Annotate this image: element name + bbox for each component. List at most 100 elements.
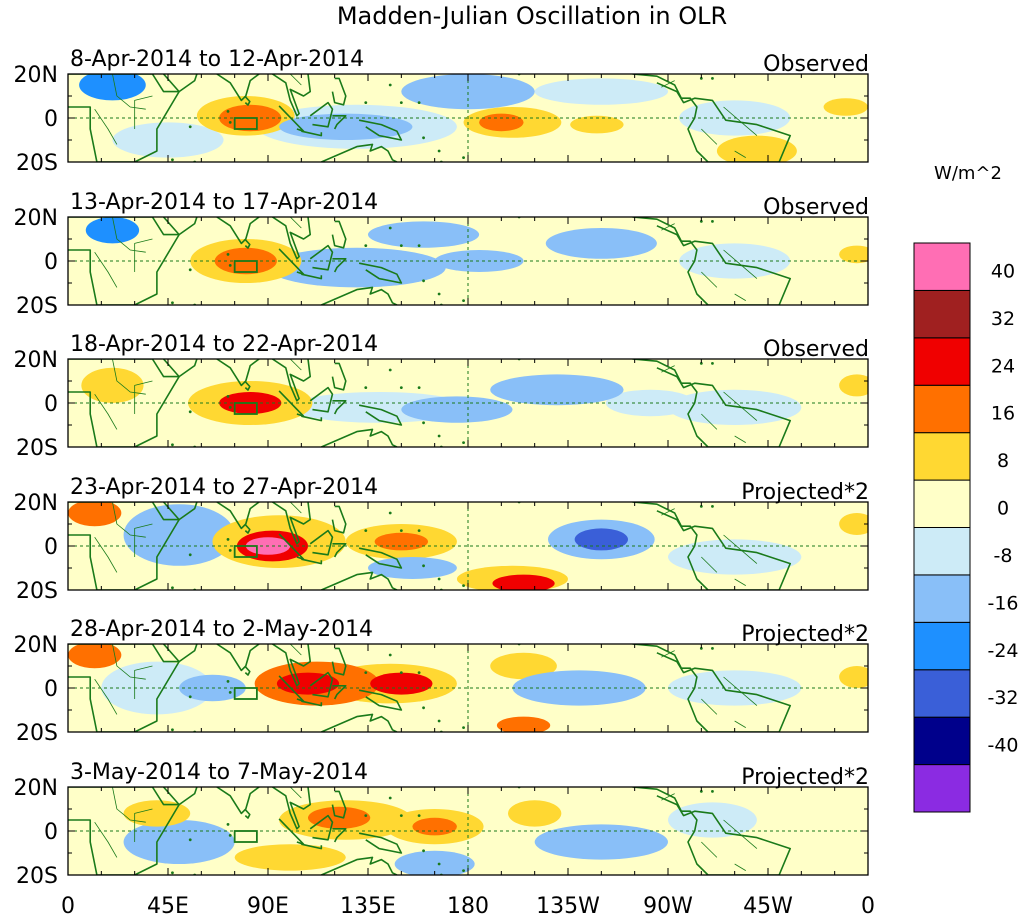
anomaly-patch xyxy=(534,824,668,860)
island xyxy=(388,511,392,515)
country-border xyxy=(94,393,118,430)
coastline xyxy=(358,119,403,141)
panel-2: 20N 0 20S 13-Apr-2014 to 17-Apr-2014 Observe… xyxy=(14,190,869,319)
island xyxy=(417,814,421,817)
colorbar-swatch xyxy=(913,289,971,339)
panels: 20N 0 20S 8-Apr-2014 to 12-Apr-2014 Observed… xyxy=(14,47,869,889)
anomaly-patch xyxy=(839,374,868,397)
country-border xyxy=(112,644,146,680)
country-border xyxy=(661,793,675,801)
island xyxy=(437,292,441,296)
anomaly-patch xyxy=(496,716,551,732)
country-border xyxy=(134,95,153,129)
island xyxy=(711,220,714,223)
coastline xyxy=(331,77,347,106)
island xyxy=(437,577,441,581)
island xyxy=(462,299,465,302)
coastlines xyxy=(68,787,792,875)
island xyxy=(388,796,392,800)
anomaly-patch xyxy=(508,800,562,827)
anomaly-patch xyxy=(85,217,140,244)
island xyxy=(699,790,703,793)
coastline xyxy=(301,130,323,137)
coastline xyxy=(309,529,334,556)
panel-type: Projected*2 xyxy=(741,765,869,790)
coastline xyxy=(358,262,403,284)
country-border xyxy=(701,128,718,145)
panel-type: Observed xyxy=(763,52,869,77)
colorbar-swatch xyxy=(913,621,971,671)
island xyxy=(422,564,425,568)
anomaly-patch xyxy=(479,113,524,132)
island xyxy=(171,728,174,732)
x-tick-label: 90E xyxy=(247,894,289,919)
x-tick-label: 135W xyxy=(536,894,600,919)
island xyxy=(188,838,192,842)
anomaly-patch xyxy=(101,661,213,715)
coastline xyxy=(632,359,792,447)
colorbar-level-label: 32 xyxy=(991,308,1015,330)
country-border xyxy=(94,678,118,715)
anomaly-patch xyxy=(234,844,346,871)
colorbar-swatch xyxy=(913,242,971,291)
colorbar-level-label: -24 xyxy=(987,640,1018,662)
coastline xyxy=(321,856,398,875)
y-tick-label: 0 xyxy=(44,107,58,132)
coastline xyxy=(162,787,198,806)
island xyxy=(417,101,421,104)
coastline xyxy=(162,359,198,378)
coastline xyxy=(358,404,403,426)
coastline xyxy=(301,558,323,565)
island xyxy=(711,77,714,80)
anomaly-patch xyxy=(68,502,122,527)
island xyxy=(399,101,403,104)
anomaly-patch xyxy=(668,802,757,838)
coastline xyxy=(272,74,312,117)
country-border xyxy=(289,502,302,514)
coastline xyxy=(301,415,323,422)
island xyxy=(228,834,232,837)
coastline xyxy=(331,505,347,534)
y-tick-label: 0 xyxy=(44,392,58,417)
country-border xyxy=(134,808,153,842)
anomaly-patch xyxy=(839,245,868,264)
anomaly-patch xyxy=(81,367,144,403)
coastline xyxy=(216,644,260,672)
coastline xyxy=(272,644,312,687)
island xyxy=(437,434,441,438)
island xyxy=(226,110,230,113)
coastline xyxy=(216,359,260,387)
island xyxy=(399,671,403,674)
country-border xyxy=(723,819,758,849)
coastline xyxy=(321,286,398,305)
box-region xyxy=(233,545,258,558)
anomaly-patch xyxy=(839,513,868,535)
panel-type: Projected*2 xyxy=(741,622,869,647)
x-tick-label: 45W xyxy=(743,894,793,919)
island xyxy=(399,244,403,248)
coastline xyxy=(331,647,347,676)
island xyxy=(462,584,465,587)
anomaly-patch xyxy=(123,800,191,827)
anomaly-patch xyxy=(308,806,371,829)
coastline xyxy=(68,217,180,305)
anomaly-patch xyxy=(839,666,868,688)
anomaly-patch xyxy=(490,652,557,680)
country-border xyxy=(94,536,118,573)
panel-period: 8-Apr-2014 to 12-Apr-2014 xyxy=(70,47,364,72)
coastlines xyxy=(68,74,792,162)
anomaly-patch xyxy=(570,115,624,134)
country-border xyxy=(94,821,118,858)
x-tick-label: 135E xyxy=(340,894,396,919)
anomaly-patch xyxy=(370,672,433,695)
coastline xyxy=(632,74,792,162)
island xyxy=(228,406,232,409)
anomaly-patch xyxy=(668,539,802,575)
coastline xyxy=(309,814,334,841)
country-border xyxy=(661,223,675,231)
coastline xyxy=(68,359,180,447)
anomaly-patch xyxy=(823,98,868,116)
panel-type: Observed xyxy=(763,337,869,362)
coastline xyxy=(309,386,334,413)
island xyxy=(364,671,368,674)
